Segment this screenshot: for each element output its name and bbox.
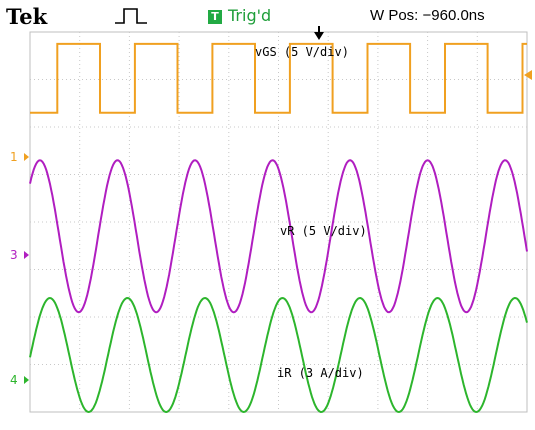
trigger-level-arrow bbox=[524, 70, 532, 80]
horizontal-position-readout: W Pos: −960.0ns bbox=[370, 7, 485, 24]
rising-pulse-icon bbox=[115, 8, 147, 24]
channel-label-vgs: vGS (5 V/div) bbox=[255, 45, 349, 59]
channel-3-marker[interactable]: 3 bbox=[10, 248, 18, 262]
trigger-position-arrow bbox=[314, 32, 324, 40]
channel-1-marker-arrow bbox=[24, 153, 29, 161]
trace-vr bbox=[29, 159, 528, 314]
graticule bbox=[29, 31, 528, 413]
channel-labels: vGS (5 V/div) vR (5 V/div) iR (3 A/div) bbox=[255, 45, 367, 380]
channel-4-marker-arrow bbox=[24, 376, 29, 384]
waveform-traces bbox=[29, 42, 528, 414]
channel-label-ir: iR (3 A/div) bbox=[277, 366, 364, 380]
trigger-status: Trig'd bbox=[228, 6, 272, 25]
channel-4-marker[interactable]: 4 bbox=[10, 373, 18, 387]
channel-markers: 1 3 4 bbox=[10, 26, 532, 387]
trace-ir bbox=[29, 296, 528, 414]
channel-1-marker[interactable]: 1 bbox=[10, 150, 18, 164]
brand-logo: Tek bbox=[6, 4, 48, 29]
status-bar: Tek T Trig'd W Pos: −960.0ns bbox=[0, 0, 535, 32]
channel-label-vr: vR (5 V/div) bbox=[280, 224, 367, 238]
trace-vgs bbox=[30, 42, 527, 114]
channel-3-marker-arrow bbox=[24, 251, 29, 259]
trigger-status-icon: T bbox=[208, 10, 222, 24]
